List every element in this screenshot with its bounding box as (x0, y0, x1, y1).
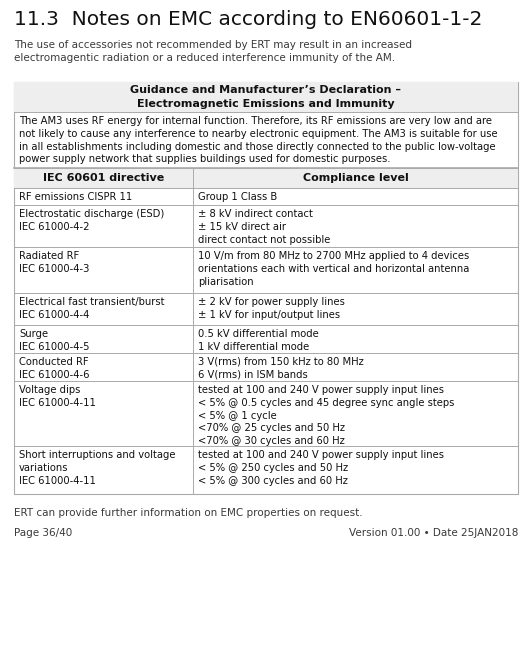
Text: Compliance level: Compliance level (303, 173, 409, 183)
Text: RF emissions CISPR 11: RF emissions CISPR 11 (19, 192, 132, 202)
Text: IEC 60601 directive: IEC 60601 directive (43, 173, 164, 183)
Text: 3 V(rms) from 150 kHz to 80 MHz
6 V(rms) in ISM bands: 3 V(rms) from 150 kHz to 80 MHz 6 V(rms)… (198, 357, 364, 380)
Bar (14, 168, 518, 188)
Text: Conducted RF
IEC 61000-4-6: Conducted RF IEC 61000-4-6 (19, 357, 89, 380)
Text: The use of accessories not recommended by ERT may result in an increased
electro: The use of accessories not recommended b… (14, 40, 412, 63)
Text: Surge
IEC 61000-4-5: Surge IEC 61000-4-5 (19, 329, 89, 352)
Text: ± 2 kV for power supply lines
± 1 kV for input/output lines: ± 2 kV for power supply lines ± 1 kV for… (198, 297, 345, 320)
Text: 10 V/m from 80 MHz to 2700 MHz applied to 4 devices
orientations each with verti: 10 V/m from 80 MHz to 2700 MHz applied t… (198, 251, 469, 287)
Text: 0.5 kV differential mode
1 kV differential mode: 0.5 kV differential mode 1 kV differenti… (198, 329, 319, 352)
Text: Guidance and Manufacturer’s Declaration –
Electromagnetic Emissions and Immunity: Guidance and Manufacturer’s Declaration … (130, 85, 402, 108)
Text: Group 1 Class B: Group 1 Class B (198, 192, 277, 202)
Bar (14, 82, 518, 494)
Text: Short interruptions and voltage
variations
IEC 61000-4-11: Short interruptions and voltage variatio… (19, 450, 176, 486)
Text: Radiated RF
IEC 61000-4-3: Radiated RF IEC 61000-4-3 (19, 251, 89, 274)
Text: Page 36/40: Page 36/40 (14, 528, 72, 538)
Text: The AM3 uses RF energy for internal function. Therefore, its RF emissions are ve: The AM3 uses RF energy for internal func… (19, 116, 497, 165)
Text: Electrostatic discharge (ESD)
IEC 61000-4-2: Electrostatic discharge (ESD) IEC 61000-… (19, 209, 164, 232)
Text: tested at 100 and 240 V power supply input lines
< 5% @ 250 cycles and 50 Hz
< 5: tested at 100 and 240 V power supply inp… (198, 450, 444, 486)
Text: Electrical fast transient/burst
IEC 61000-4-4: Electrical fast transient/burst IEC 6100… (19, 297, 164, 320)
Bar (14, 82, 518, 112)
Text: Version 01.00 • Date 25JAN2018: Version 01.00 • Date 25JAN2018 (348, 528, 518, 538)
Text: Voltage dips
IEC 61000-4-11: Voltage dips IEC 61000-4-11 (19, 385, 96, 408)
Text: ± 8 kV indirect contact
± 15 kV direct air
direct contact not possible: ± 8 kV indirect contact ± 15 kV direct a… (198, 209, 330, 245)
Text: tested at 100 and 240 V power supply input lines
< 5% @ 0.5 cycles and 45 degree: tested at 100 and 240 V power supply inp… (198, 385, 454, 446)
Text: 11.3  Notes on EMC according to EN60601-1-2: 11.3 Notes on EMC according to EN60601-1… (14, 10, 483, 29)
Text: ERT can provide further information on EMC properties on request.: ERT can provide further information on E… (14, 508, 363, 518)
